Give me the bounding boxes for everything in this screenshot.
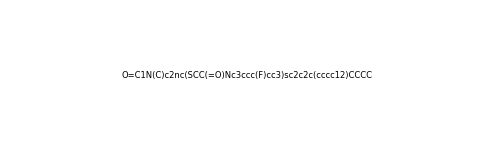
Text: O=C1N(C)c2nc(SCC(=O)Nc3ccc(F)cc3)sc2c2c(cccc12)CCCC: O=C1N(C)c2nc(SCC(=O)Nc3ccc(F)cc3)sc2c2c(… [121,71,371,80]
